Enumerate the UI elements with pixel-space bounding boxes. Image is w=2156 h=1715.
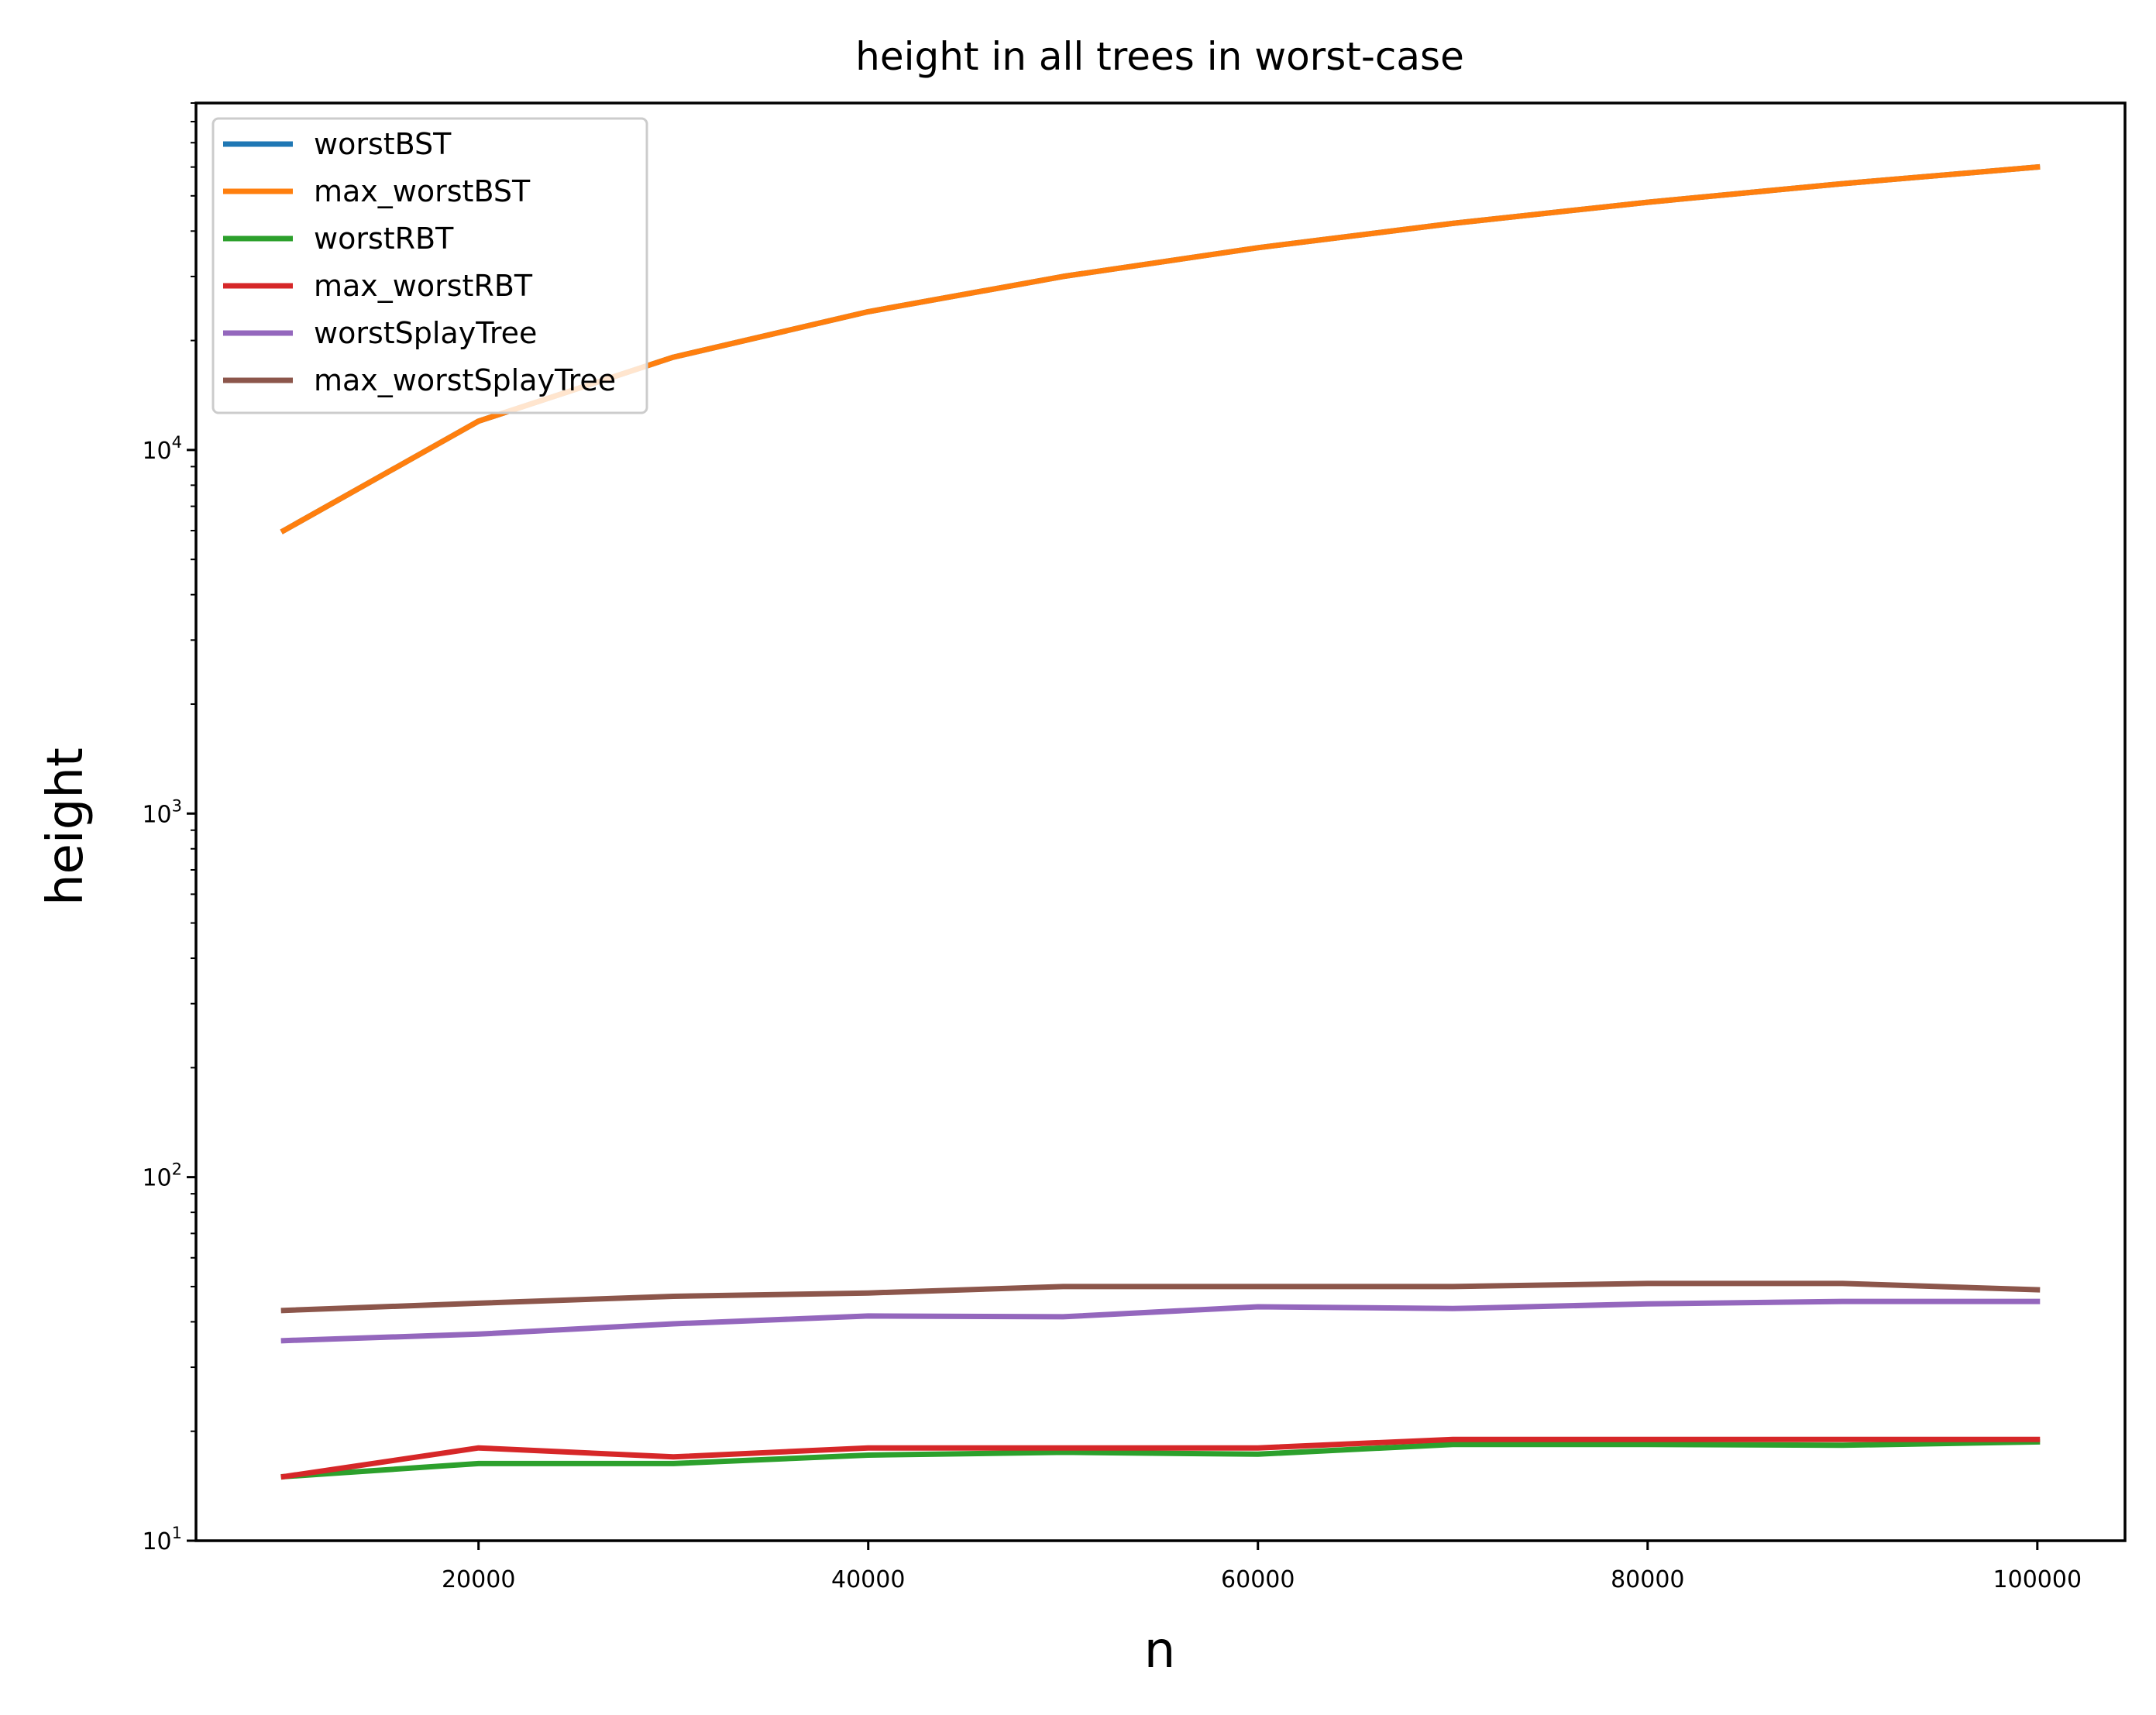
axes-frame bbox=[194, 101, 2127, 1542]
legend-label-worstRBT: worstRBT bbox=[314, 222, 454, 256]
y-axis-label: height bbox=[37, 748, 95, 906]
y-tick-label: 102 bbox=[142, 1160, 182, 1192]
y-tick-label: 103 bbox=[142, 796, 182, 828]
x-tick-label: 40000 bbox=[831, 1566, 905, 1593]
legend-box bbox=[211, 117, 648, 414]
legend-label-worstSplayTree: worstSplayTree bbox=[314, 316, 537, 350]
legend-label-max_worstRBT: max_worstRBT bbox=[314, 269, 533, 303]
x-axis-label: n bbox=[1144, 1622, 1176, 1679]
x-tick-label: 100000 bbox=[1993, 1566, 2082, 1593]
x-tick-label: 80000 bbox=[1611, 1566, 1684, 1593]
legend-label-worstBST: worstBST bbox=[314, 127, 452, 161]
chart-title: height in all trees in worst-case bbox=[855, 34, 1464, 79]
series-line-worstSplayTree bbox=[280, 1298, 2041, 1344]
series-line-worstRBT bbox=[280, 1438, 2041, 1480]
x-tick-label: 60000 bbox=[1221, 1566, 1295, 1593]
series-line-max_worstSplayTree bbox=[280, 1280, 2041, 1314]
legend-label-max_worstBST: max_worstBST bbox=[314, 174, 531, 208]
plot-area: 20000 40000 60000 80000 100000 101 102 103 104 wo… bbox=[142, 101, 2127, 1593]
y-tick-label: 101 bbox=[142, 1524, 182, 1555]
y-tick-label: 104 bbox=[142, 433, 182, 465]
legend-label-max_worstSplayTree: max_worstSplayTree bbox=[314, 363, 616, 397]
x-tick-label: 20000 bbox=[442, 1566, 515, 1593]
series-line-max_worstRBT bbox=[280, 1436, 2041, 1480]
